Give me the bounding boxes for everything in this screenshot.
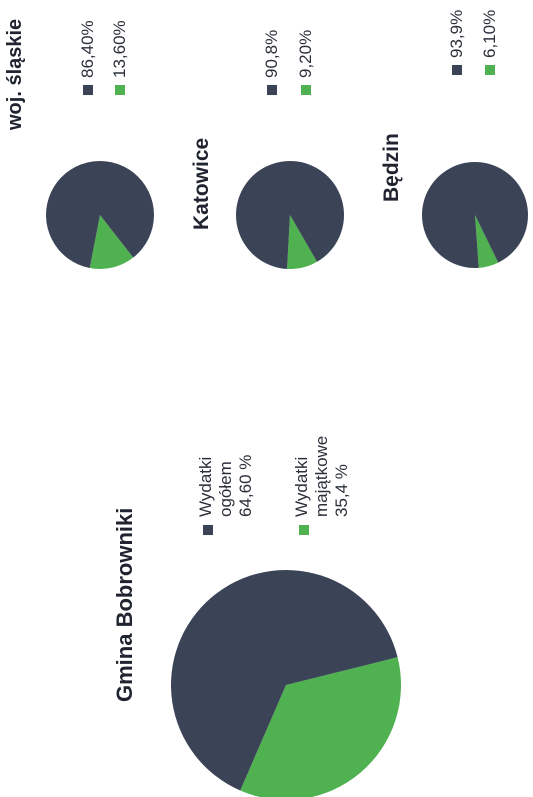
legend-swatch-dark [452, 65, 462, 75]
pie-slice-dark [171, 570, 398, 791]
legend-label: 6,10% [480, 9, 499, 58]
pie-slice-green [89, 215, 134, 269]
pie-slice-green [240, 657, 401, 797]
pie-slice-green [475, 215, 499, 268]
pie-slice-dark [236, 161, 344, 269]
pie-slice-dark [46, 161, 155, 269]
pie-slice-green [287, 215, 317, 269]
legend-swatch-green [485, 65, 495, 75]
pie-slice-dark [422, 162, 528, 268]
legend-label: 93,9% [447, 9, 466, 58]
